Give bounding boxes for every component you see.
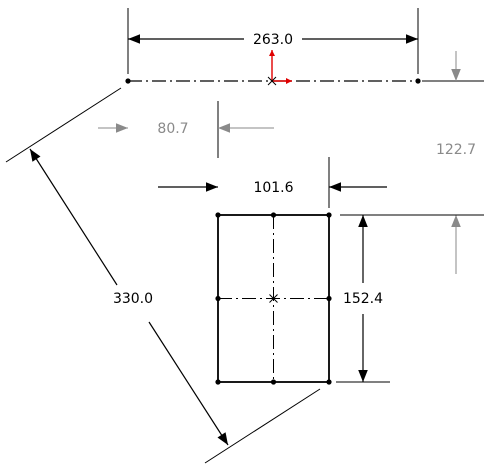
dimension-value-rect-width[interactable]: 101.6: [253, 180, 293, 196]
origin-icon: [267, 50, 292, 86]
dimension-value-offset-horizontal[interactable]: 80.7: [157, 121, 188, 137]
dimension-offset-horizontal[interactable]: 80.7: [98, 101, 274, 158]
dimension-value-overall-width[interactable]: 263.0: [253, 32, 293, 48]
sketch-point[interactable]: [270, 212, 277, 218]
centerline-end-point[interactable]: [415, 78, 421, 84]
sketch-point[interactable]: [326, 295, 332, 302]
centerline-start-point[interactable]: [125, 78, 131, 84]
dimension-value-diagonal-distance[interactable]: 330.0: [113, 291, 153, 307]
sketch-point[interactable]: [215, 212, 221, 218]
dimension-line: [29, 148, 118, 286]
rectangle-sketch[interactable]: [215, 212, 332, 385]
extension-line-end: [204, 388, 321, 464]
sketch-point[interactable]: [270, 379, 277, 385]
dimension-offset-vertical[interactable]: 122.7: [422, 51, 484, 274]
dimension-value-rect-height[interactable]: 152.4: [343, 291, 383, 307]
rectangle-center-point[interactable]: [269, 294, 278, 303]
dimension-line: [148, 321, 229, 446]
dimension-diagonal-distance[interactable]: 330.0: [5, 87, 321, 464]
sketch-point[interactable]: [326, 379, 332, 385]
extension-line-start: [5, 87, 122, 163]
dimension-rect-width[interactable]: 101.6: [158, 157, 387, 208]
sketch-point[interactable]: [215, 379, 221, 385]
sketch-point[interactable]: [215, 295, 221, 302]
dimension-overall-width[interactable]: 263.0: [127, 8, 419, 74]
dimension-value-offset-vertical[interactable]: 122.7: [436, 142, 476, 158]
dimension-rect-height[interactable]: 152.4: [336, 214, 484, 383]
sketch-point[interactable]: [326, 212, 332, 218]
